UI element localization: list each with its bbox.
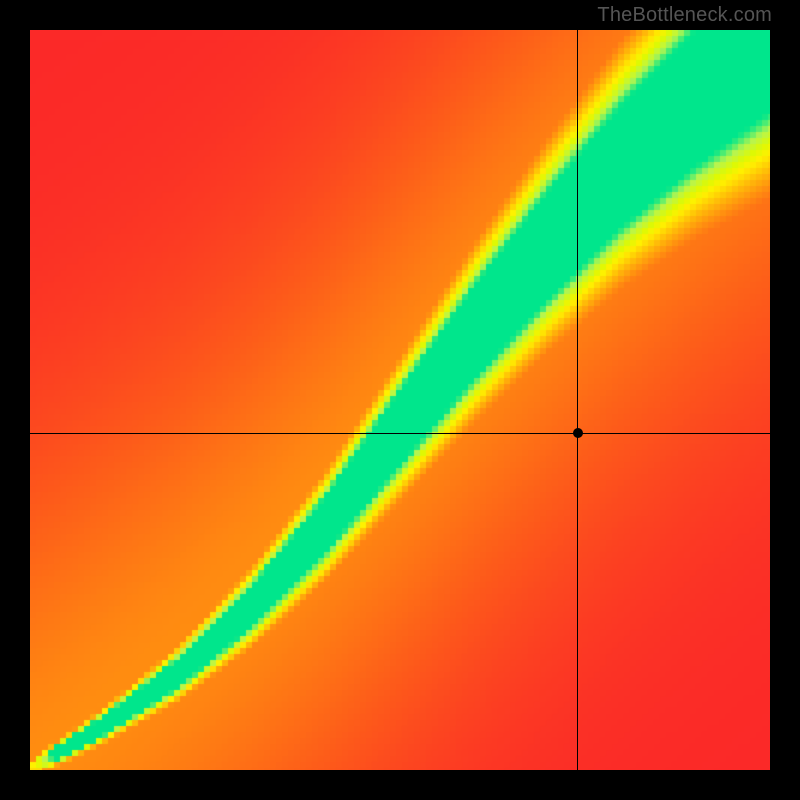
- crosshair-horizontal: [30, 433, 770, 434]
- crosshair-vertical: [577, 30, 578, 770]
- heatmap-plot: [30, 30, 770, 770]
- watermark-text: TheBottleneck.com: [597, 4, 772, 27]
- crosshair-marker: [573, 428, 583, 438]
- heatmap-canvas: [30, 30, 770, 770]
